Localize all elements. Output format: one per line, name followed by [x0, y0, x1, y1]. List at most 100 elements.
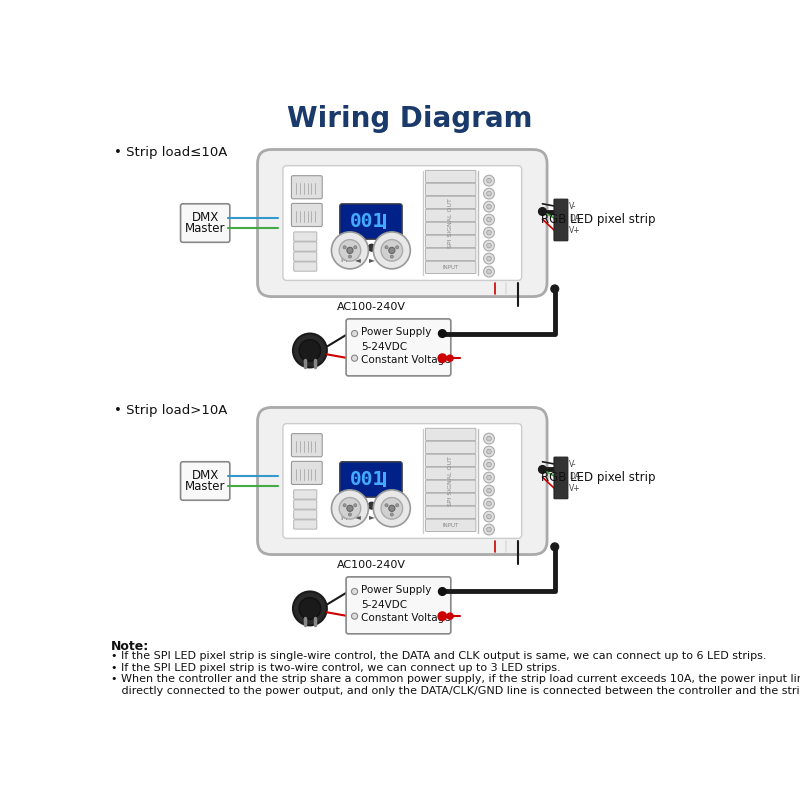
Circle shape: [381, 240, 402, 261]
FancyBboxPatch shape: [426, 210, 476, 222]
FancyBboxPatch shape: [294, 490, 317, 499]
FancyBboxPatch shape: [346, 577, 451, 634]
Circle shape: [299, 598, 321, 619]
Text: ►: ►: [369, 513, 374, 522]
Circle shape: [339, 498, 361, 519]
Circle shape: [390, 255, 394, 258]
FancyBboxPatch shape: [294, 252, 317, 261]
Circle shape: [538, 466, 546, 474]
Bar: [383, 472, 386, 487]
Circle shape: [486, 514, 491, 519]
Circle shape: [486, 436, 491, 441]
Circle shape: [354, 502, 362, 509]
Circle shape: [484, 524, 494, 535]
FancyBboxPatch shape: [426, 235, 476, 247]
FancyBboxPatch shape: [294, 242, 317, 251]
Circle shape: [374, 490, 410, 527]
FancyBboxPatch shape: [294, 232, 317, 241]
Circle shape: [347, 506, 353, 511]
Text: AC100-240V: AC100-240V: [337, 560, 406, 570]
Text: INPUT: INPUT: [442, 265, 459, 270]
Circle shape: [486, 218, 491, 222]
Circle shape: [486, 178, 491, 183]
Text: Constant Voltage: Constant Voltage: [361, 613, 450, 622]
Circle shape: [484, 459, 494, 470]
Text: V+: V+: [570, 226, 581, 235]
FancyBboxPatch shape: [283, 166, 522, 281]
Text: ►: ►: [369, 254, 374, 264]
Circle shape: [349, 255, 351, 258]
FancyBboxPatch shape: [294, 500, 317, 509]
Circle shape: [438, 330, 446, 338]
Text: • If the SPI LED pixel strip is single-wire control, the DATA and CLK output is : • If the SPI LED pixel strip is single-w…: [111, 651, 766, 661]
Circle shape: [486, 270, 491, 274]
Text: DA: DA: [570, 472, 580, 481]
Circle shape: [486, 527, 491, 532]
Text: SPI SIGNAL OUT: SPI SIGNAL OUT: [448, 456, 454, 506]
Circle shape: [486, 462, 491, 467]
Circle shape: [389, 247, 395, 254]
Circle shape: [484, 472, 494, 483]
Circle shape: [354, 504, 357, 506]
Circle shape: [339, 240, 361, 261]
Text: Constant Voltage: Constant Voltage: [361, 354, 450, 365]
Circle shape: [484, 511, 494, 522]
Circle shape: [381, 498, 402, 519]
FancyBboxPatch shape: [291, 176, 322, 198]
Circle shape: [486, 204, 491, 209]
FancyBboxPatch shape: [294, 520, 317, 529]
FancyBboxPatch shape: [181, 204, 230, 242]
Circle shape: [390, 513, 394, 516]
Text: DMX: DMX: [191, 469, 219, 482]
Circle shape: [486, 450, 491, 454]
FancyBboxPatch shape: [426, 480, 476, 493]
Circle shape: [331, 490, 369, 527]
Circle shape: [385, 504, 388, 506]
Circle shape: [293, 591, 327, 626]
Circle shape: [484, 254, 494, 264]
Circle shape: [368, 502, 375, 509]
Text: SPI SIGNAL OUT: SPI SIGNAL OUT: [448, 198, 454, 248]
FancyBboxPatch shape: [283, 424, 522, 538]
Bar: [383, 214, 386, 230]
Text: M: M: [341, 254, 347, 264]
Text: • When the controller and the strip share a common power supply, if the strip lo: • When the controller and the strip shar…: [111, 674, 800, 684]
Text: V-: V-: [570, 459, 577, 469]
Circle shape: [438, 354, 446, 362]
FancyBboxPatch shape: [426, 428, 476, 441]
Text: DMX: DMX: [191, 211, 219, 224]
Circle shape: [368, 244, 375, 251]
FancyBboxPatch shape: [426, 183, 476, 195]
Text: Master: Master: [185, 480, 226, 493]
FancyBboxPatch shape: [258, 150, 547, 297]
Circle shape: [438, 588, 446, 595]
Text: V-: V-: [570, 202, 577, 210]
Circle shape: [484, 175, 494, 186]
FancyBboxPatch shape: [426, 248, 476, 261]
FancyBboxPatch shape: [181, 462, 230, 500]
Circle shape: [349, 513, 351, 516]
Text: 5-24VDC: 5-24VDC: [361, 600, 407, 610]
Circle shape: [385, 246, 388, 249]
Circle shape: [343, 246, 346, 249]
Circle shape: [486, 256, 491, 261]
FancyBboxPatch shape: [291, 203, 322, 226]
Circle shape: [484, 202, 494, 212]
Circle shape: [341, 502, 347, 509]
Circle shape: [354, 246, 357, 249]
Circle shape: [299, 340, 321, 362]
Circle shape: [486, 488, 491, 493]
Text: • Strip load≤10A: • Strip load≤10A: [114, 146, 227, 159]
Circle shape: [331, 232, 369, 269]
FancyBboxPatch shape: [426, 494, 476, 506]
Circle shape: [447, 355, 453, 362]
Text: RGB LED pixel strip: RGB LED pixel strip: [541, 214, 655, 226]
Circle shape: [484, 446, 494, 457]
Circle shape: [486, 243, 491, 248]
Circle shape: [438, 612, 446, 620]
Circle shape: [484, 227, 494, 238]
FancyBboxPatch shape: [426, 442, 476, 454]
Circle shape: [484, 188, 494, 199]
FancyBboxPatch shape: [426, 467, 476, 479]
Circle shape: [351, 330, 358, 337]
